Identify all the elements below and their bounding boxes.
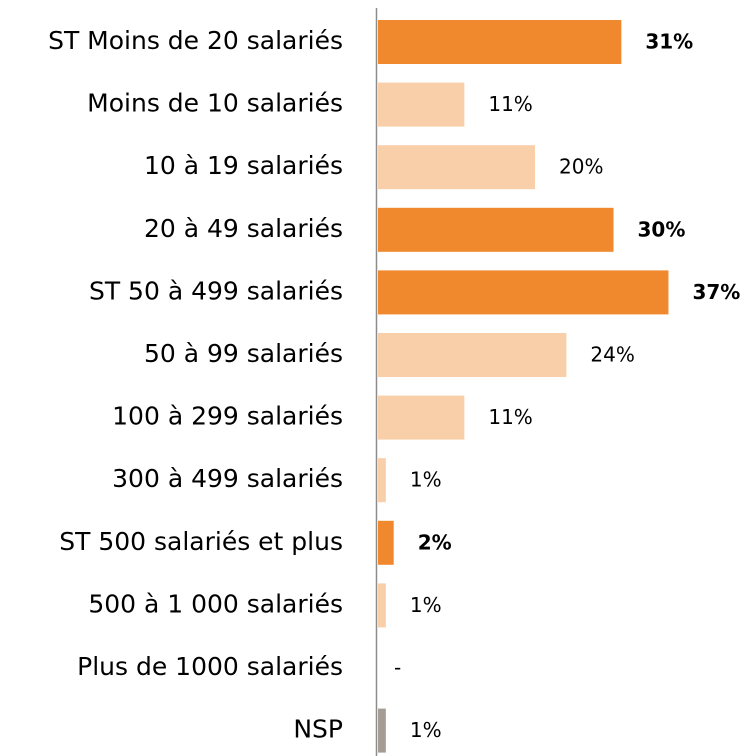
value-label: 1% (410, 718, 442, 742)
bar (378, 520, 394, 565)
category-label: ST 50 à 499 salariés (89, 276, 343, 305)
bar (378, 207, 614, 252)
bar (378, 20, 622, 64)
bar (378, 145, 535, 190)
value-label: 1% (410, 593, 442, 617)
bar (378, 395, 465, 440)
category-label: ST Moins de 20 salariés (48, 26, 343, 55)
category-label: 500 à 1 000 salariés (88, 589, 343, 618)
category-label: 100 à 299 salariés (112, 402, 343, 431)
value-label: 11% (488, 92, 532, 116)
bar (378, 333, 567, 377)
bar (378, 708, 386, 753)
category-label: 20 à 49 salariés (144, 214, 343, 243)
bar (378, 583, 386, 628)
category-label: 300 à 499 salariés (112, 464, 343, 493)
category-label: ST 500 salariés et plus (59, 527, 343, 556)
value-label: 37% (692, 280, 740, 304)
value-label: 11% (488, 405, 532, 429)
category-label: Plus de 1000 salariés (77, 652, 343, 681)
category-label: NSP (293, 715, 343, 744)
value-label: 30% (638, 217, 686, 241)
value-label: 20% (559, 155, 603, 179)
bar (378, 270, 669, 315)
value-label: 24% (590, 343, 634, 367)
value-label: 2% (418, 530, 452, 554)
category-label: 10 à 19 salariés (144, 151, 343, 180)
category-label: 50 à 99 salariés (144, 339, 343, 368)
bar (378, 82, 465, 127)
value-label: - (394, 656, 401, 680)
value-label: 1% (410, 468, 442, 492)
category-label: Moins de 10 salariés (87, 89, 343, 118)
bar (378, 458, 386, 503)
value-label: 31% (645, 30, 693, 54)
